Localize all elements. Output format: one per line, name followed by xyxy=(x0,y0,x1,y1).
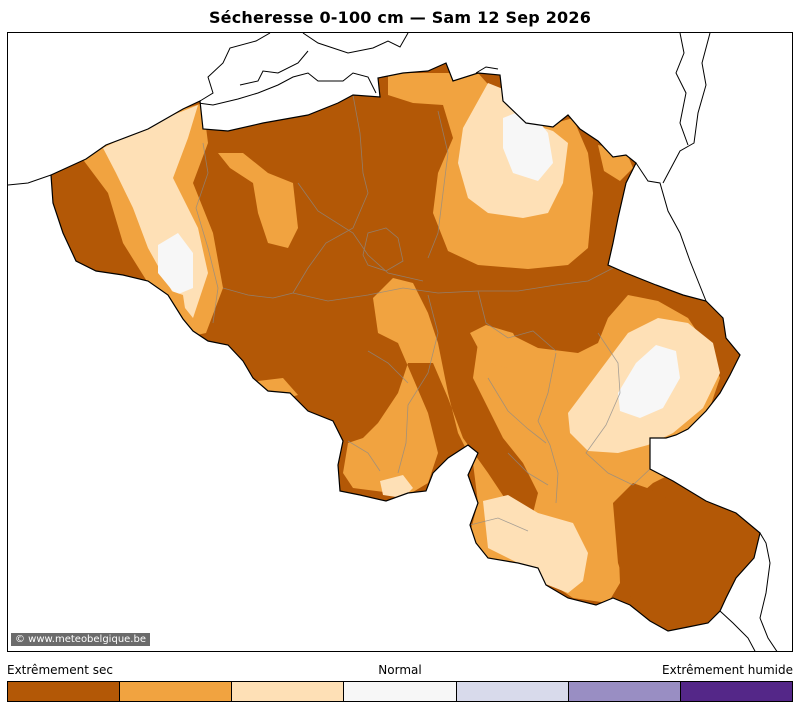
legend-swatch-4 xyxy=(344,682,457,701)
legend-swatch-5 xyxy=(456,682,569,701)
credit-label: © www.meteobelgique.be xyxy=(11,633,150,646)
neighbour-borders xyxy=(8,33,778,651)
legend-labels: Extrêmement sec Normal Extrêmement humid… xyxy=(7,663,793,679)
legend-swatch-3 xyxy=(232,682,345,701)
drought-map: © www.meteobelgique.be xyxy=(7,32,793,652)
legend-swatch-2 xyxy=(120,682,233,701)
legend-label-wet: Extrêmement humide xyxy=(662,663,793,677)
legend-label-normal: Normal xyxy=(378,663,422,677)
legend-swatch-6 xyxy=(568,682,681,701)
drought-fill xyxy=(51,63,760,631)
legend-swatch-1 xyxy=(8,682,121,701)
province-borders xyxy=(195,94,651,532)
legend-colorbar xyxy=(7,681,793,702)
legend-swatch-7 xyxy=(680,682,792,701)
legend-label-dry: Extrêmement sec xyxy=(7,663,113,677)
map-canvas xyxy=(8,33,778,651)
map-title: Sécheresse 0-100 cm — Sam 12 Sep 2026 xyxy=(208,8,592,27)
